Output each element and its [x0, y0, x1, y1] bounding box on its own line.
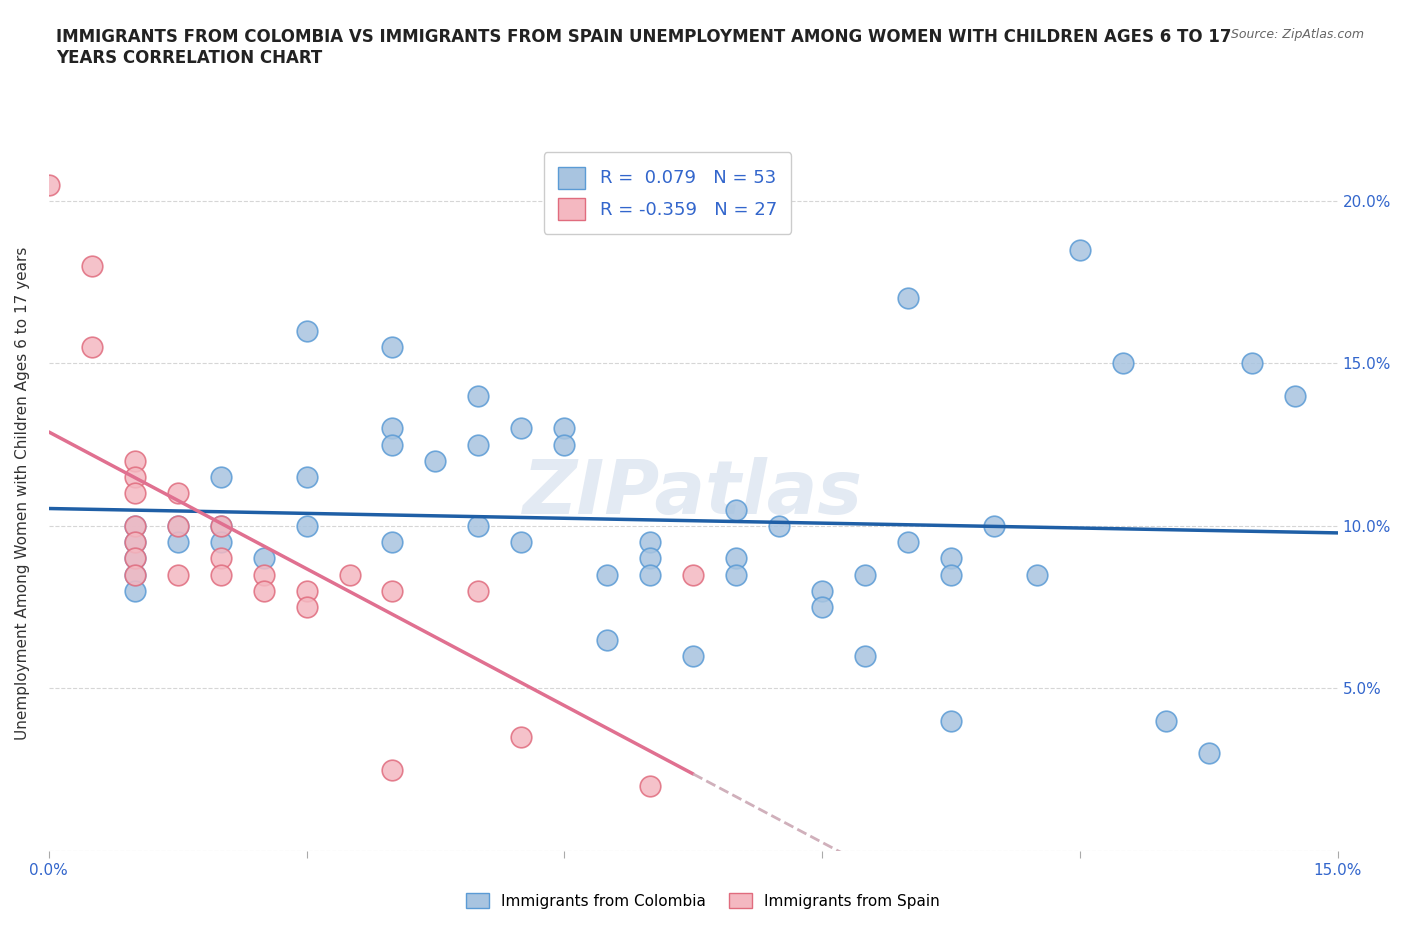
Point	[811, 583, 834, 598]
Point	[381, 339, 404, 354]
Point	[295, 519, 318, 534]
Point	[811, 600, 834, 615]
Y-axis label: Unemployment Among Women with Children Ages 6 to 17 years: Unemployment Among Women with Children A…	[15, 246, 30, 740]
Point	[853, 648, 876, 663]
Point	[1284, 389, 1306, 404]
Point	[596, 567, 619, 582]
Point	[166, 535, 188, 550]
Point	[124, 454, 146, 469]
Point	[381, 583, 404, 598]
Point	[381, 763, 404, 777]
Point	[596, 632, 619, 647]
Point	[124, 583, 146, 598]
Point	[640, 778, 662, 793]
Point	[939, 567, 962, 582]
Point	[553, 437, 575, 452]
Point	[510, 535, 533, 550]
Point	[467, 389, 489, 404]
Point	[897, 291, 920, 306]
Point	[295, 583, 318, 598]
Point	[124, 535, 146, 550]
Point	[209, 551, 232, 565]
Point	[640, 535, 662, 550]
Point	[209, 519, 232, 534]
Text: Source: ZipAtlas.com: Source: ZipAtlas.com	[1230, 28, 1364, 41]
Legend: R =  0.079   N = 53, R = -0.359   N = 27: R = 0.079 N = 53, R = -0.359 N = 27	[544, 153, 792, 234]
Point	[124, 519, 146, 534]
Point	[80, 259, 103, 273]
Point	[725, 567, 748, 582]
Point	[295, 324, 318, 339]
Point	[252, 583, 274, 598]
Point	[853, 567, 876, 582]
Point	[682, 567, 704, 582]
Point	[80, 339, 103, 354]
Point	[1069, 242, 1091, 257]
Point	[124, 551, 146, 565]
Point	[124, 470, 146, 485]
Point	[467, 519, 489, 534]
Point	[725, 502, 748, 517]
Point	[1026, 567, 1049, 582]
Point	[897, 535, 920, 550]
Point	[1154, 713, 1177, 728]
Point	[467, 437, 489, 452]
Point	[166, 519, 188, 534]
Point	[381, 535, 404, 550]
Point	[640, 567, 662, 582]
Point	[1112, 356, 1135, 371]
Point	[38, 178, 60, 193]
Point	[209, 567, 232, 582]
Point	[381, 437, 404, 452]
Point	[124, 567, 146, 582]
Point	[1198, 746, 1220, 761]
Point	[682, 648, 704, 663]
Point	[124, 519, 146, 534]
Point	[939, 551, 962, 565]
Point	[209, 519, 232, 534]
Point	[939, 713, 962, 728]
Point	[510, 421, 533, 436]
Point	[209, 535, 232, 550]
Point	[166, 519, 188, 534]
Point	[425, 454, 447, 469]
Legend: Immigrants from Colombia, Immigrants from Spain: Immigrants from Colombia, Immigrants fro…	[460, 886, 946, 915]
Point	[252, 551, 274, 565]
Point	[510, 730, 533, 745]
Point	[381, 421, 404, 436]
Point	[467, 583, 489, 598]
Point	[295, 470, 318, 485]
Point	[295, 600, 318, 615]
Point	[124, 551, 146, 565]
Text: IMMIGRANTS FROM COLOMBIA VS IMMIGRANTS FROM SPAIN UNEMPLOYMENT AMONG WOMEN WITH : IMMIGRANTS FROM COLOMBIA VS IMMIGRANTS F…	[56, 28, 1232, 67]
Point	[553, 421, 575, 436]
Point	[768, 519, 790, 534]
Point	[209, 470, 232, 485]
Point	[124, 486, 146, 501]
Point	[124, 567, 146, 582]
Point	[124, 535, 146, 550]
Point	[166, 567, 188, 582]
Point	[252, 567, 274, 582]
Point	[339, 567, 361, 582]
Point	[983, 519, 1005, 534]
Point	[725, 551, 748, 565]
Point	[640, 551, 662, 565]
Point	[166, 486, 188, 501]
Text: ZIPatlas: ZIPatlas	[523, 457, 863, 530]
Point	[1240, 356, 1263, 371]
